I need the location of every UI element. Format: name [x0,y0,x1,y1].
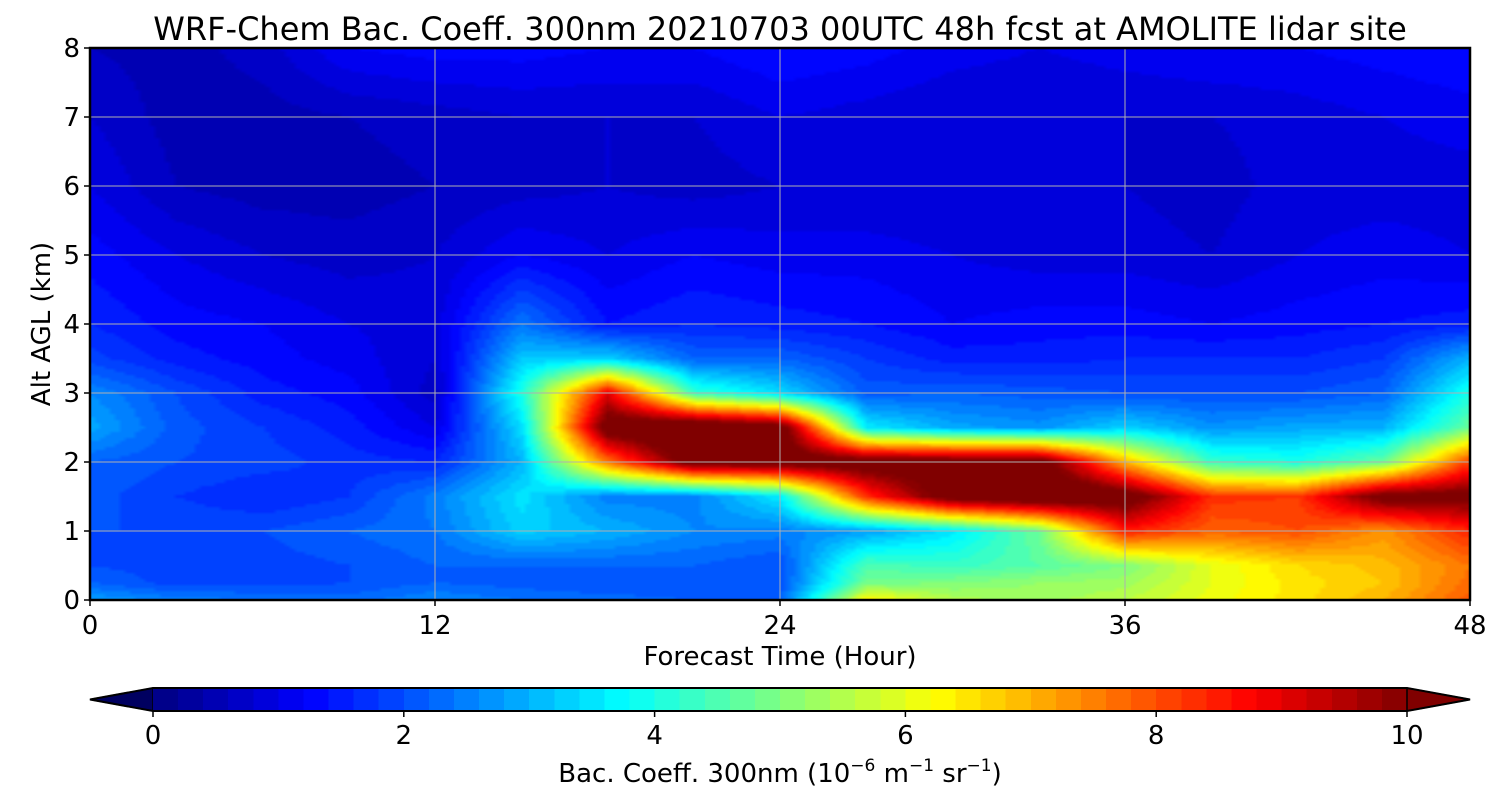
colorbar-tick-label: 2 [396,721,413,751]
colorbar-extend-min [89,687,154,712]
x-tick-label: 24 [763,611,796,641]
y-tick-label: 2 [63,448,80,478]
y-tick-label: 0 [63,586,80,616]
y-tick-label: 4 [63,310,80,340]
chart-title: WRF-Chem Bac. Coeff. 300nm 20210703 00UT… [153,10,1407,48]
colorbar: 0 2 4 6 8 10 Bac. Coeff. 300nm (10−6 m−1 sr−1… [89,687,1471,789]
x-tick-label: 12 [418,611,451,641]
y-tick-label: 8 [63,34,80,64]
y-tick-label: 1 [63,517,80,547]
y-tick-label: 3 [63,379,80,409]
y-tick-label: 6 [63,172,80,202]
colorbar-gradient [153,688,1407,711]
y-tick-label: 5 [63,241,80,271]
colorbar-tick-label: 6 [897,721,914,751]
colorbar-tick-label: 4 [646,721,663,751]
colorbar-tick-label: 0 [145,721,162,751]
grid-lines [90,48,1470,600]
colorbar-tick-label: 10 [1390,721,1423,751]
colorbar-tick-label: 8 [1148,721,1165,751]
colorbar-extend-max [1406,687,1471,712]
x-axis-label: Forecast Time (Hour) [643,642,916,672]
y-tick-label: 7 [63,103,80,133]
x-axis-ticks: 0 12 24 36 48 [82,600,1487,641]
colorbar-ticks: 0 2 4 6 8 10 [145,711,1424,751]
x-tick-label: 36 [1108,611,1141,641]
y-axis-ticks: 0 1 2 3 4 5 6 7 8 [63,34,90,616]
x-tick-label: 48 [1453,611,1486,641]
y-axis-label: Alt AGL (km) [27,242,57,406]
colorbar-label: Bac. Coeff. 300nm (10−6 m−1 sr−1) [558,756,1001,789]
x-tick-label: 0 [82,611,99,641]
